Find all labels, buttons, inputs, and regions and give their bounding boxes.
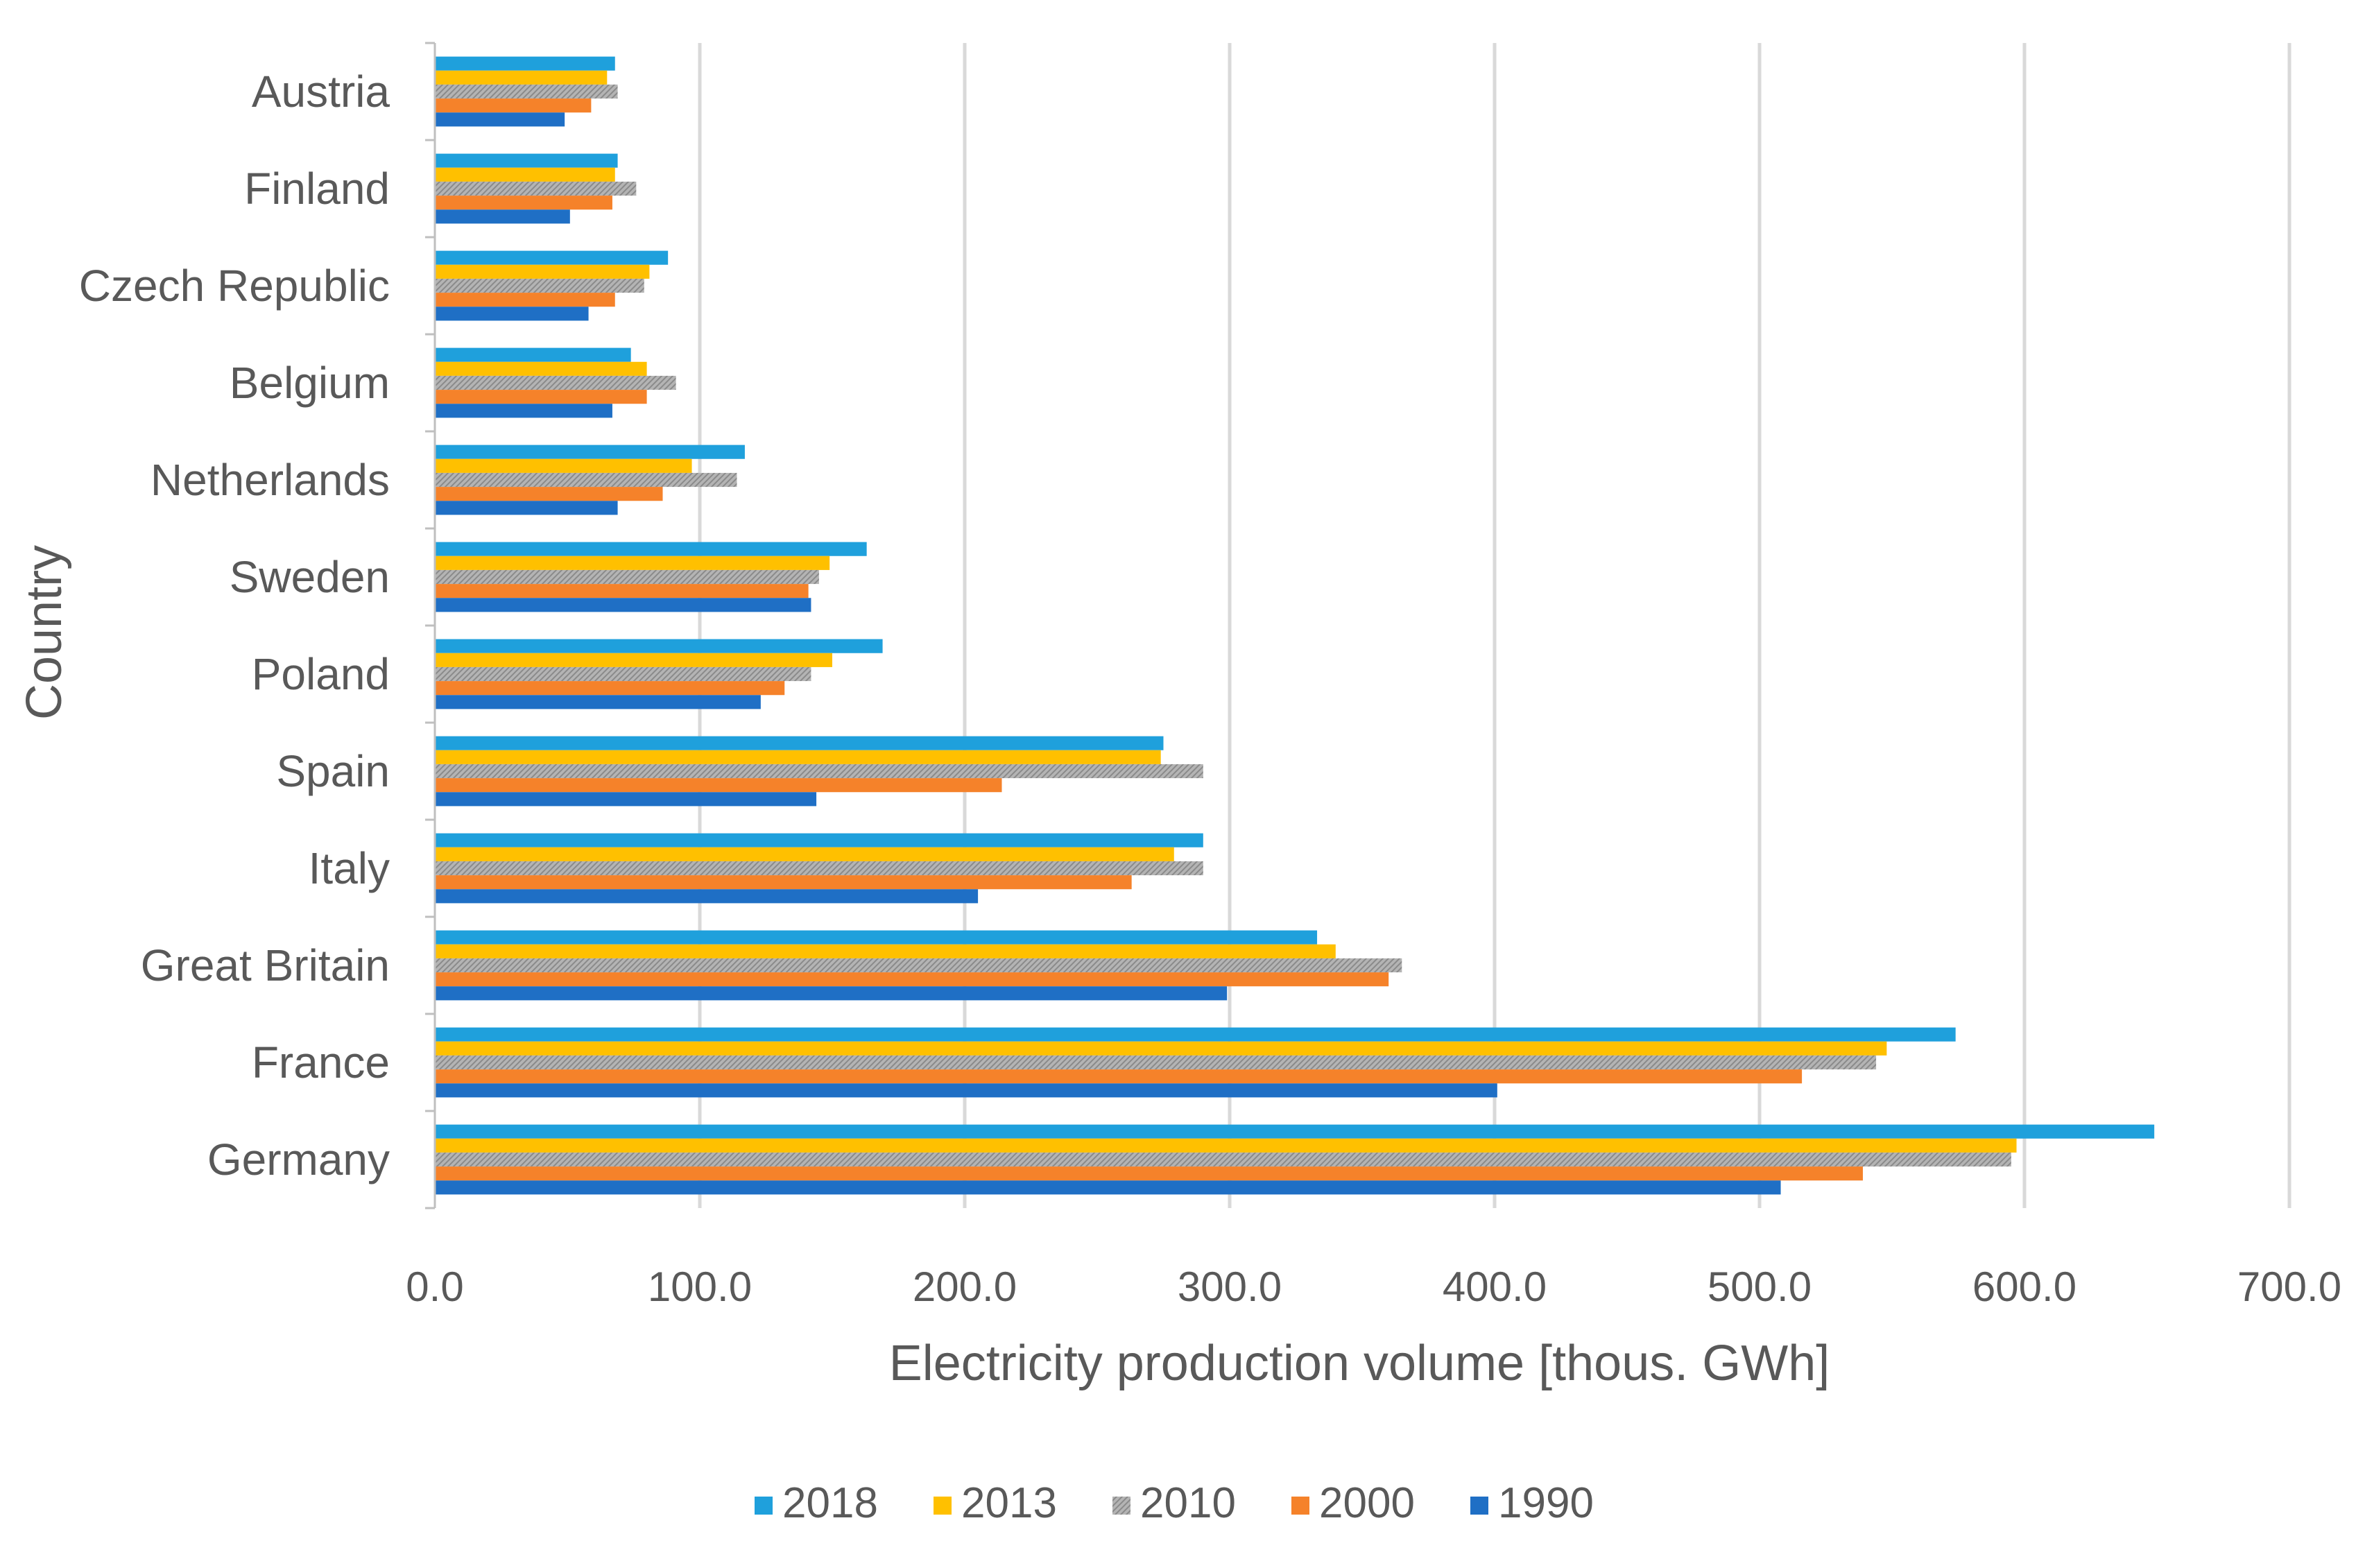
bar-netherlands-2018 — [435, 445, 745, 459]
bar-great-britain-2013 — [435, 944, 1336, 958]
bar-netherlands-1990 — [435, 501, 618, 515]
bar-poland-1990 — [435, 695, 761, 709]
bar-belgium-1990 — [435, 404, 612, 418]
bar-italy-1990 — [435, 889, 979, 904]
x-tick-label-400.0: 400.0 — [1443, 1264, 1547, 1310]
bar-czech-republic-2018 — [435, 250, 669, 265]
x-tick-label-300.0: 300.0 — [1178, 1264, 1282, 1310]
x-tick-label-100.0: 100.0 — [648, 1264, 752, 1310]
y-tick-label-czech-republic: Czech Republic — [79, 261, 390, 311]
bar-austria-2000 — [435, 98, 592, 113]
bar-great-britain-1990 — [435, 986, 1228, 1001]
legend-swatch-1990 — [1470, 1497, 1488, 1515]
bar-germany-1990 — [435, 1180, 1781, 1195]
y-tick-label-germany: Germany — [207, 1135, 390, 1184]
bar-belgium-2000 — [435, 390, 647, 404]
legend-label-2013: 2013 — [961, 1479, 1057, 1527]
bar-finland-2013 — [435, 167, 615, 182]
legend: 2018 2013 2010 2000 1990 — [755, 1479, 1594, 1527]
bar-germany-2018 — [435, 1124, 2155, 1139]
legend-swatch-2000 — [1291, 1497, 1309, 1515]
bar-finland-1990 — [435, 209, 570, 224]
bar-spain-1990 — [435, 792, 817, 807]
axes — [425, 42, 436, 1209]
bar-czech-republic-2000 — [435, 293, 615, 307]
y-tick-label-belgium: Belgium — [230, 358, 390, 408]
bar-sweden-2010 — [435, 569, 819, 585]
legend-label-1990: 1990 — [1498, 1479, 1594, 1527]
bar-germany-2010 — [435, 1152, 2011, 1167]
bar-austria-2010 — [435, 84, 618, 99]
x-tick-label-600.0: 600.0 — [1972, 1264, 2076, 1310]
bar-france-2013 — [435, 1041, 1887, 1056]
x-tick-label-500.0: 500.0 — [1708, 1264, 1812, 1310]
bar-netherlands-2013 — [435, 458, 692, 473]
bar-czech-republic-2010 — [435, 278, 644, 293]
y-tick-label-sweden: Sweden — [230, 552, 390, 602]
y-tick-label-france: France — [252, 1037, 390, 1087]
bar-germany-2000 — [435, 1166, 1863, 1181]
bar-france-1990 — [435, 1083, 1497, 1098]
bar-france-2018 — [435, 1027, 1956, 1042]
y-tick-label-poland: Poland — [252, 649, 390, 699]
bar-sweden-2000 — [435, 584, 809, 598]
bar-sweden-1990 — [435, 598, 811, 612]
y-tick-label-finland: Finland — [244, 164, 390, 214]
bar-great-britain-2018 — [435, 930, 1318, 945]
legend-swatch-2013 — [934, 1497, 952, 1515]
bar-spain-2010 — [435, 764, 1203, 779]
bar-italy-2010 — [435, 861, 1203, 876]
bar-great-britain-2010 — [435, 958, 1402, 973]
bar-sweden-2013 — [435, 555, 830, 570]
bar-sweden-2018 — [435, 542, 867, 556]
y-tick-label-spain: Spain — [276, 746, 390, 796]
x-axis-title: Electricity production volume [thous. GW… — [889, 1336, 1830, 1391]
bar-austria-2018 — [435, 56, 615, 71]
x-tick-label-700.0: 700.0 — [2237, 1264, 2341, 1310]
bar-czech-republic-2013 — [435, 264, 650, 279]
y-axis-title: Country — [17, 545, 72, 720]
gridlines — [698, 43, 2291, 1208]
bar-france-2010 — [435, 1055, 1877, 1070]
labels: Electricity production volume [thous. GW… — [17, 67, 2341, 1391]
bar-finland-2018 — [435, 153, 618, 168]
bar-germany-2013 — [435, 1138, 2017, 1153]
bar-italy-2018 — [435, 833, 1203, 847]
bar-belgium-2013 — [435, 361, 647, 376]
x-tick-label-200.0: 200.0 — [913, 1264, 1017, 1310]
legend-label-2010: 2010 — [1140, 1479, 1236, 1527]
bar-netherlands-2010 — [435, 472, 737, 488]
x-tick-label-0.0: 0.0 — [406, 1264, 463, 1310]
bar-italy-2013 — [435, 847, 1174, 861]
y-tick-label-netherlands: Netherlands — [150, 455, 390, 505]
bar-great-britain-2000 — [435, 972, 1389, 987]
y-tick-label-italy: Italy — [309, 843, 390, 893]
bar-finland-2010 — [435, 181, 637, 196]
bar-czech-republic-1990 — [435, 307, 589, 321]
bar-spain-2013 — [435, 750, 1161, 764]
bar-poland-2010 — [435, 666, 811, 682]
bar-spain-2000 — [435, 778, 1002, 793]
legend-swatch-2010 — [1112, 1497, 1130, 1515]
bar-spain-2018 — [435, 736, 1164, 750]
bar-belgium-2018 — [435, 347, 631, 362]
bar-finland-2000 — [435, 196, 612, 210]
bar-italy-2000 — [435, 875, 1132, 890]
bar-poland-2013 — [435, 653, 832, 667]
bars — [435, 56, 2155, 1195]
bar-poland-2000 — [435, 681, 785, 696]
legend-label-2018: 2018 — [782, 1479, 878, 1527]
y-tick-label-austria: Austria — [252, 67, 390, 117]
bar-france-2000 — [435, 1069, 1803, 1084]
bar-belgium-2010 — [435, 375, 676, 390]
bar-austria-1990 — [435, 112, 565, 127]
y-tick-label-great-britain: Great Britain — [141, 940, 390, 990]
legend-label-2000: 2000 — [1319, 1479, 1415, 1527]
bar-austria-2013 — [435, 70, 608, 85]
bar-poland-2018 — [435, 639, 883, 653]
bar-netherlands-2000 — [435, 487, 663, 501]
legend-swatch-2018 — [755, 1497, 773, 1515]
